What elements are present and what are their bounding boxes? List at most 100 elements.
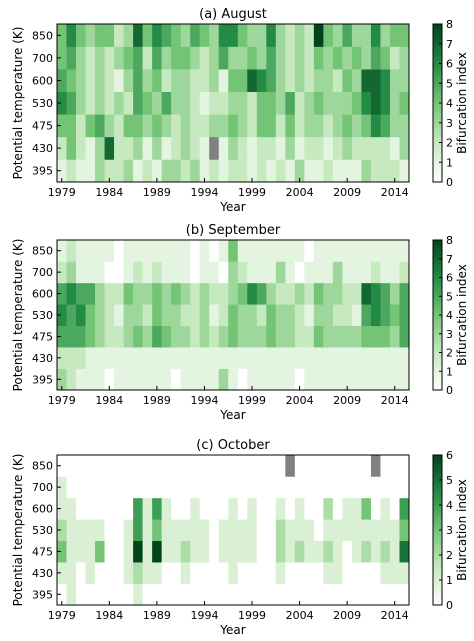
- heatmap-cell: [190, 282, 200, 305]
- heatmap-cell: [247, 497, 258, 520]
- heatmap-cell: [66, 497, 77, 520]
- heatmap-cell: [199, 455, 210, 477]
- heatmap-cell: [323, 136, 334, 160]
- heatmap-cell: [332, 136, 343, 160]
- heatmap-cell: [95, 455, 105, 477]
- heatmap-cell: [351, 91, 362, 115]
- heatmap-cell: [380, 46, 391, 70]
- heatmap-cell: [313, 282, 324, 305]
- y-tick-label: 475: [32, 545, 53, 558]
- heatmap-cell: [104, 347, 115, 369]
- heatmap-cell: [142, 347, 153, 369]
- heatmap-cell: [114, 304, 124, 327]
- heatmap-cell: [171, 136, 181, 160]
- heatmap-cell: [323, 562, 334, 584]
- y-tick-label: 430: [32, 142, 53, 155]
- heatmap-cell: [171, 562, 181, 584]
- heatmap-cell: [351, 159, 362, 183]
- heatmap-cell: [237, 583, 248, 606]
- heatmap-cell: [95, 136, 105, 160]
- x-axis-label: Year: [219, 200, 245, 214]
- heatmap-cell: [57, 304, 67, 327]
- heatmap-cell: [114, 24, 124, 47]
- heatmap-cell: [142, 325, 153, 348]
- heatmap-cell: [256, 304, 267, 327]
- heatmap-cell: [342, 46, 353, 70]
- heatmap-cell: [389, 114, 400, 138]
- heatmap-cell: [389, 519, 400, 542]
- heatmap-cell: [304, 562, 315, 584]
- heatmap-cell: [266, 497, 277, 520]
- colorbar-tick-label: 3: [446, 524, 453, 537]
- heatmap-cell: [161, 24, 172, 47]
- heatmap-cell: [304, 497, 315, 520]
- heatmap-cell: [370, 476, 381, 499]
- colorbar-tick-label: 5: [446, 290, 453, 303]
- heatmap-cell: [85, 540, 96, 563]
- heatmap-cell: [370, 304, 381, 327]
- heatmap-cell: [380, 583, 391, 606]
- heatmap-cell: [361, 455, 372, 477]
- heatmap-cell: [361, 159, 372, 183]
- heatmap-cell: [180, 159, 191, 183]
- heatmap-cell: [218, 46, 229, 70]
- heatmap-cell: [370, 368, 381, 391]
- heatmap-cell: [133, 583, 143, 606]
- heatmap-cell: [332, 304, 343, 327]
- heatmap-cell: [199, 347, 210, 369]
- heatmap-cell: [190, 347, 200, 369]
- heatmap-cell: [247, 519, 258, 542]
- heatmap-cell: [237, 304, 248, 327]
- heatmap-cell: [313, 46, 324, 70]
- heatmap-cell: [171, 91, 181, 115]
- heatmap-cell: [152, 240, 162, 262]
- heatmap-cell: [275, 347, 286, 369]
- heatmap-cell: [152, 159, 162, 183]
- heatmap-cell: [332, 347, 343, 369]
- colorbar-tick-label: 6: [446, 449, 453, 462]
- x-tick-label: 1989: [143, 394, 171, 407]
- heatmap-cell: [266, 368, 277, 391]
- heatmap-cell: [114, 114, 124, 138]
- heatmap-cell: [180, 325, 191, 348]
- heatmap-cell: [57, 240, 67, 262]
- heatmap-cell: [218, 497, 229, 520]
- heatmap-cell: [351, 282, 362, 305]
- heatmap-cell: [389, 159, 400, 183]
- heatmap-cell: [228, 455, 239, 477]
- heatmap-cell: [76, 69, 86, 93]
- heatmap-cell: [66, 91, 77, 115]
- heatmap-cell: [275, 240, 286, 262]
- heatmap-cell: [199, 24, 210, 47]
- heatmap-cell: [218, 476, 229, 499]
- heatmap-cell: [266, 46, 277, 70]
- heatmap-cell: [180, 114, 191, 138]
- heatmap-cell: [237, 497, 248, 520]
- heatmap-cell: [399, 347, 410, 369]
- heatmap-cell: [247, 69, 258, 93]
- heatmap-cell: [95, 261, 105, 284]
- heatmap-cell: [199, 91, 210, 115]
- heatmap-cell: [399, 519, 410, 542]
- heatmap-cell: [114, 347, 124, 369]
- heatmap-cell: [332, 24, 343, 47]
- heatmap-cell: [266, 519, 277, 542]
- heatmap-cell: [180, 304, 191, 327]
- heatmap-cell: [66, 519, 77, 542]
- heatmap-cell: [152, 261, 162, 284]
- heatmap-cell: [152, 455, 162, 477]
- heatmap-cell: [180, 282, 191, 305]
- colorbar-tick-label: 1: [446, 365, 453, 378]
- heatmap-cell: [370, 136, 381, 160]
- heatmap-cell: [85, 519, 96, 542]
- heatmap-cell: [351, 24, 362, 47]
- heatmap-cell: [218, 69, 229, 93]
- heatmap-cell: [114, 325, 124, 348]
- x-tick-label: 1999: [238, 609, 266, 622]
- heatmap-cell: [95, 69, 105, 93]
- heatmap-cell: [380, 159, 391, 183]
- heatmap-cell: [180, 347, 191, 369]
- heatmap-cell: [123, 46, 134, 70]
- heatmap-cell: [237, 240, 248, 262]
- heatmap-cell: [66, 583, 77, 606]
